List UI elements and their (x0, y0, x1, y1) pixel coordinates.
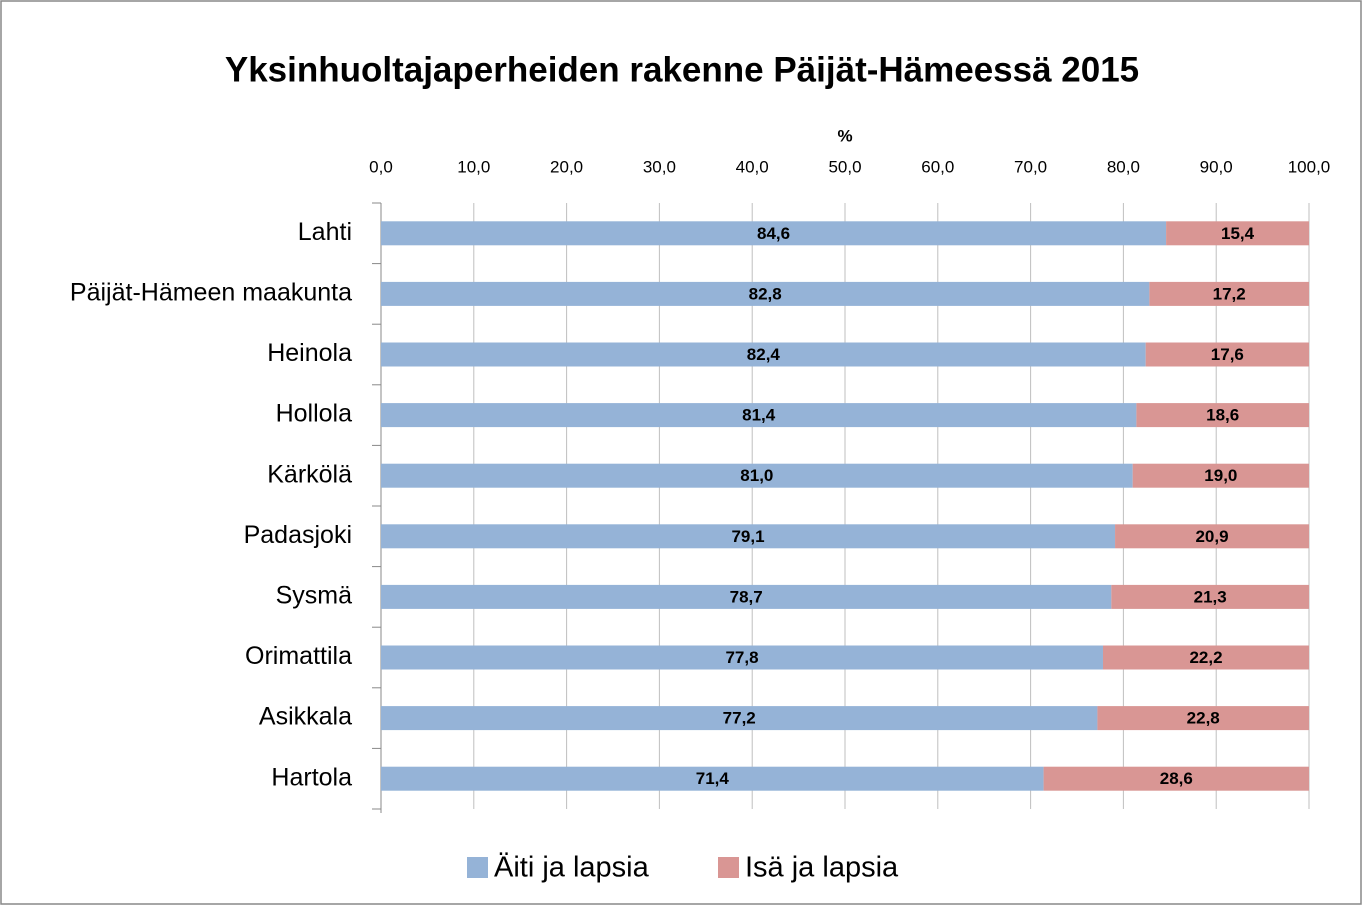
bar-segment (381, 281, 1150, 306)
data-label: 79,1 (731, 527, 764, 546)
bar-segment (381, 766, 1044, 791)
bar-segment (1132, 463, 1309, 488)
x-tick-label: 30,0 (643, 157, 676, 176)
bar-segment (1043, 766, 1309, 791)
bar-segment (381, 584, 1112, 609)
y-tick-label: Hollola (276, 400, 353, 428)
bar-segment (1097, 706, 1309, 731)
bar-segment (1102, 645, 1309, 670)
y-tick-label: Asikkala (259, 703, 352, 731)
x-axis-label: % (837, 126, 852, 145)
data-label: 77,8 (725, 648, 758, 667)
x-tick-label: 100,0 (1288, 157, 1331, 176)
bar-segment (381, 463, 1133, 488)
y-tick-label: Padasjoki (244, 521, 352, 549)
legend-swatch (718, 857, 739, 878)
y-tick-label: Kärkölä (267, 460, 352, 488)
x-tick-label: 10,0 (457, 157, 490, 176)
x-tick-label: 0,0 (369, 157, 393, 176)
data-label: 81,4 (742, 406, 776, 425)
data-label: 84,6 (757, 224, 790, 243)
data-label: 21,3 (1194, 587, 1227, 606)
x-tick-label: 20,0 (550, 157, 583, 176)
x-tick-label: 80,0 (1107, 157, 1140, 176)
y-tick-label: Lahti (298, 218, 352, 246)
data-label: 77,2 (723, 709, 756, 728)
x-tick-label: 40,0 (736, 157, 769, 176)
bar-segment (381, 645, 1103, 670)
legend-label: Isä ja lapsia (745, 852, 899, 884)
data-label: 71,4 (696, 769, 730, 788)
data-label: 82,8 (749, 284, 782, 303)
data-label: 17,2 (1213, 284, 1246, 303)
data-label: 22,2 (1189, 648, 1222, 667)
bar-segment (381, 403, 1137, 428)
y-tick-label: Orimattila (245, 642, 352, 670)
bar-segment (1149, 281, 1309, 306)
x-tick-label: 70,0 (1014, 157, 1047, 176)
data-label: 28,6 (1160, 769, 1193, 788)
x-tick-label: 50,0 (828, 157, 861, 176)
data-label: 19,0 (1204, 466, 1237, 485)
data-label: 22,8 (1187, 709, 1220, 728)
y-tick-label: Heinola (267, 339, 352, 367)
bar-segment (381, 706, 1098, 731)
legend-label: Äiti ja lapsia (494, 852, 650, 884)
data-label: 78,7 (730, 587, 763, 606)
data-label: 82,4 (747, 345, 781, 364)
bar-segment (1136, 403, 1309, 428)
bar-segment (381, 524, 1116, 549)
legend-swatch (467, 857, 488, 878)
data-label: 81,0 (740, 466, 773, 485)
data-label: 15,4 (1221, 224, 1255, 243)
bar-segment (381, 342, 1146, 367)
chart-title: Yksinhuoltajaperheiden rakenne Päijät-Hä… (225, 50, 1139, 89)
y-tick-label: Päijät-Hämeen maakunta (70, 279, 352, 307)
y-tick-label: Sysmä (276, 582, 353, 610)
bar-segment (1111, 584, 1309, 609)
x-tick-label: 60,0 (921, 157, 954, 176)
x-tick-label: 90,0 (1200, 157, 1233, 176)
bar-segment (1115, 524, 1309, 549)
bar-segment (381, 221, 1167, 246)
bar-segment (1166, 221, 1309, 246)
data-label: 17,6 (1211, 345, 1244, 364)
data-label: 18,6 (1206, 406, 1239, 425)
bar-segment (1145, 342, 1309, 367)
y-tick-label: Hartola (271, 763, 352, 791)
data-label: 20,9 (1195, 527, 1228, 546)
